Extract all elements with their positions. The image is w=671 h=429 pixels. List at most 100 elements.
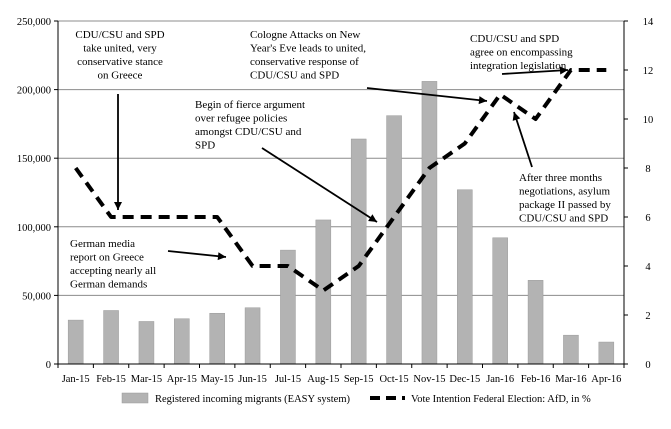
left-y-tick-label: 200,000 [17,86,51,97]
annotation-line: CDU/CSU and SPD [250,70,339,82]
x-tick-label: Dec-15 [449,374,480,385]
annotation-arrowhead [478,96,487,105]
right-y-tick-label: 14 [643,17,654,28]
annotation-line: Begin of fierce argument [195,99,305,111]
x-tick-label: Feb-16 [521,374,551,385]
annotation-arrow-line [513,111,533,168]
left-y-tick-label: 250,000 [17,17,51,28]
annotation-arrowhead [217,252,226,261]
annotation-text: Begin of fierce argument over refugee pol… [195,99,305,152]
bar [67,319,84,365]
annotation: Cologne Attacks on New Year's Eve leads t… [250,29,488,105]
annotation-line: negotiations, asylum [519,186,610,198]
annotation-arrow-line [261,147,378,223]
left-y-axis-ticks: 0 50,000 100,000 150,000 200,000 250,000 [17,17,58,371]
annotation-line: report on Greece [70,252,144,264]
bar [492,237,508,365]
annotations: CDU/CSU and SPD take united, very conserva… [70,29,611,291]
annotation-line: Cologne Attacks on New [250,29,360,41]
annotation-line: After three months [519,172,602,184]
annotation-arrowhead [512,112,521,121]
bar [103,310,119,365]
x-tick-label: Mar-16 [555,374,586,385]
annotation-line: over refugee policies [195,113,287,125]
annotation-arrowhead [559,66,568,75]
annotation-line: SPD [195,140,215,152]
bar [138,321,155,365]
annotation-line: integration legislation [470,60,567,72]
annotation-line: package II passed by [519,199,611,211]
legend-label-afd: Vote Intention Federal Election: AfD, in… [411,394,591,405]
x-tick-label: Apr-15 [167,374,197,385]
annotation-text: German media report on Greece accepting ne… [70,238,156,291]
left-y-tick-label: 50,000 [22,291,51,302]
annotation-arrow-line [167,250,227,258]
x-tick-label: May-15 [201,374,234,385]
annotation-line: take united, very [83,43,157,55]
annotation-line: amongst CDU/CSU and [195,126,302,138]
right-y-tick-label: 4 [645,262,651,273]
x-tick-label: Mar-15 [131,374,162,385]
right-y-tick-label: 6 [645,213,650,224]
right-y-tick-label: 10 [643,115,654,126]
annotation-line: German media [70,238,135,250]
bar [527,280,544,365]
left-y-tick-label: 150,000 [17,154,51,165]
annotation-text: CDU/CSU and SPD take united, very conserva… [75,29,164,82]
bar [457,189,473,365]
bar [563,334,579,365]
annotation-line: CDU/CSU and SPD [519,213,608,225]
x-tick-label: Jun-15 [238,374,267,385]
right-y-axis-ticks: 0 2 4 6 8 10 12 14 [624,17,654,371]
x-tick-label: Jul-15 [275,374,301,385]
annotation: Begin of fierce argument over refugee pol… [195,99,378,223]
annotation-line: accepting nearly all [70,265,156,277]
annotation-arrowhead [114,202,122,210]
x-tick-label: Apr-16 [591,374,621,385]
x-tick-label: Feb-15 [96,374,126,385]
annotation-text: CDU/CSU and SPD agree on encompassing inte… [470,33,573,72]
right-y-tick-label: 0 [645,360,650,371]
annotation-line: CDU/CSU and SPD [470,33,559,45]
left-y-tick-label: 0 [46,360,51,371]
afd-vote-line [74,68,607,293]
annotation: After three months negotiations, asylum pa… [512,111,611,225]
annotation-line: on Greece [98,70,143,82]
left-y-tick-label: 100,000 [17,223,51,234]
x-tick-label: Nov-15 [413,374,445,385]
annotation-line: CDU/CSU and SPD [75,29,164,41]
annotation-line: German demands [70,279,147,291]
x-axis-ticks: Jan-15 Feb-15 Mar-15 Apr-15 May-15 Jun-15 Jul-… [57,364,625,385]
bar [386,115,402,365]
annotation-line: agree on encompassing [470,47,573,59]
annotation-line: conservative response of [250,56,359,68]
annotation: CDU/CSU and SPD take united, very conserva… [75,29,165,210]
right-y-tick-label: 12 [643,66,654,77]
bar [598,341,615,365]
x-tick-label: Jan-15 [62,374,90,385]
legend-swatch-bar [121,392,149,404]
x-tick-label: Jan-16 [486,374,514,385]
bar [421,81,438,365]
annotation-arrow-line [366,87,488,102]
annotation: German media report on Greece accepting ne… [70,238,227,291]
bar [315,219,332,365]
bar [174,318,190,365]
bar [209,312,225,365]
bar-series [67,81,615,365]
x-tick-label: Oct-15 [379,374,408,385]
annotation-arrow-line [501,69,569,75]
right-y-tick-label: 2 [645,311,650,322]
x-tick-label: Sep-15 [344,374,374,385]
annotation-line: conservative stance [77,56,163,68]
annotation-text: After three months negotiations, asylum pa… [519,172,611,225]
right-y-tick-label: 8 [645,164,650,175]
annotation: CDU/CSU and SPD agree on encompassing inte… [470,33,573,75]
x-tick-label: Aug-15 [307,374,339,385]
legend-label-migrants: Registered incoming migrants (EASY syste… [155,394,351,405]
bar [244,307,261,365]
annotation-text: Cologne Attacks on New Year's Eve leads t… [250,29,366,82]
legend: Registered incoming migrants (EASY syste… [121,392,591,405]
bar [350,138,367,365]
